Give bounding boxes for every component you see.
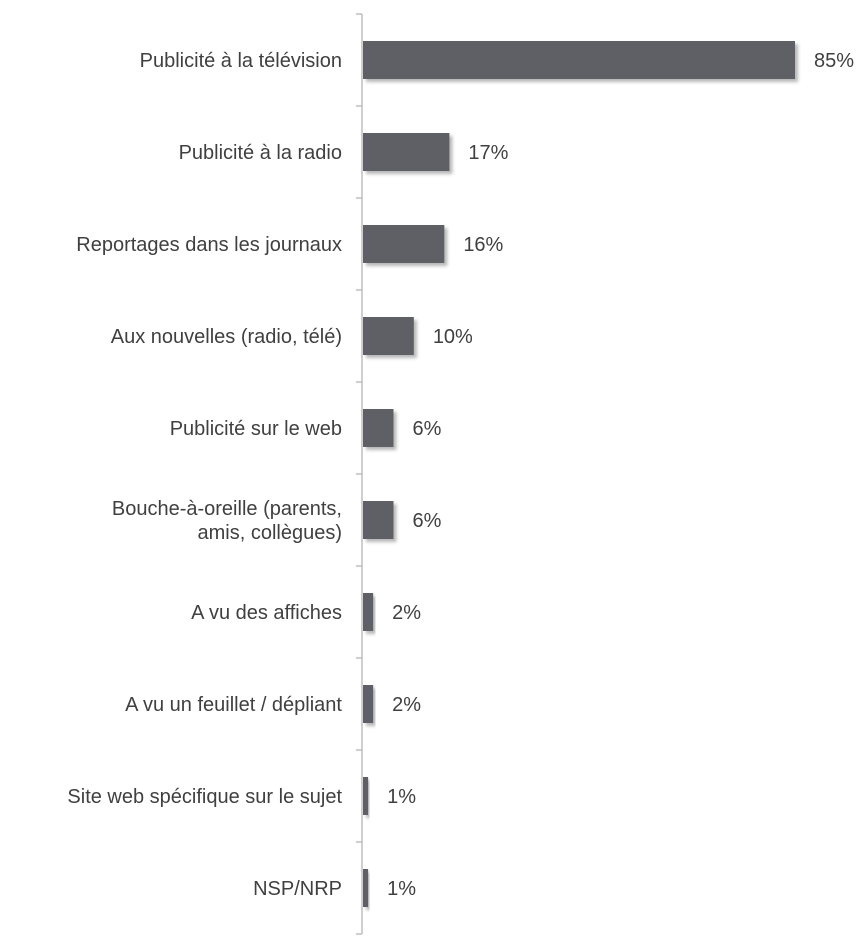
bar [363,777,369,815]
value-label: 2% [392,694,421,716]
category-label-line: Reportages dans les journaux [76,234,342,256]
bar [363,869,369,907]
category-label-line: Site web spécifique sur le sujet [67,786,342,808]
bar [363,501,394,539]
category-label: A vu un feuillet / dépliant [125,694,342,716]
category-label: Publicité à la radio [179,142,342,164]
category-label-line: Publicité à la télévision [140,50,342,72]
value-label: 2% [392,602,421,624]
category-label-line: Publicité sur le web [170,418,342,440]
value-label: 6% [412,510,441,532]
category-label-line: Bouche-à-oreille (parents, [112,498,342,520]
category-label: Aux nouvelles (radio, télé) [111,326,342,348]
category-label-line: NSP/NRP [253,878,342,900]
bar [363,685,374,723]
bar [363,593,374,631]
bar [363,225,445,263]
category-label-line: A vu un feuillet / dépliant [125,694,342,716]
bar [363,133,450,171]
bars-layer [363,41,795,907]
value-label: 17% [468,142,508,164]
value-label: 1% [387,786,416,808]
category-label-line: Publicité à la radio [179,142,342,164]
category-label: NSP/NRP [253,878,342,900]
category-label: Site web spécifique sur le sujet [67,786,342,808]
category-label-line: A vu des affiches [191,602,342,624]
value-label: 85% [814,50,854,72]
category-label: A vu des affiches [191,602,342,624]
axis-layer [356,13,363,935]
labels-layer: Publicité à la télévision 85% Publicité à … [67,50,854,900]
category-label-line: Aux nouvelles (radio, télé) [111,326,342,348]
category-label: Publicité à la télévision [140,50,342,72]
bar [363,409,394,447]
value-label: 6% [412,418,441,440]
bar [363,317,414,355]
category-label: Publicité sur le web [170,418,342,440]
value-label: 16% [463,234,503,256]
category-label: Bouche-à-oreille (parents, amis, collègue… [112,498,342,544]
value-label: 1% [387,878,416,900]
bar [363,41,795,79]
category-label: Reportages dans les journaux [76,234,342,256]
value-label: 10% [433,326,473,348]
category-label-line: amis, collègues) [197,522,342,544]
